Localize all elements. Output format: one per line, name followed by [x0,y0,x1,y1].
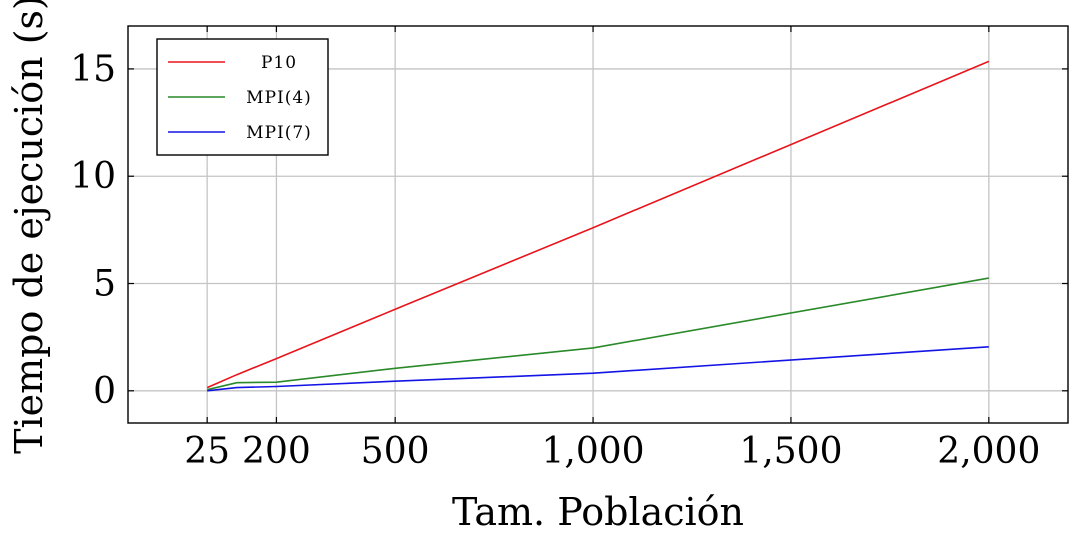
x-tick-label: 25 [184,431,230,472]
x-tick-label: 200 [242,431,311,472]
y-tick-label: 0 [93,371,116,412]
y-tick-label: 5 [93,264,116,305]
x-tick-label: 2,000 [937,431,1040,472]
x-tick-label: 1,000 [542,431,645,472]
y-tick-label: 10 [70,156,116,197]
series-line [206,60,990,389]
x-tick-label: 1,500 [739,431,842,472]
x-tick-label: 500 [361,431,430,472]
x-axis-ticks: 25 200 500 1,000 1,500 2,000 [184,26,1040,472]
y-axis-title: Tiempo de ejecución (s) [7,0,51,454]
series-lines [206,60,990,392]
plot-frame [127,25,1069,424]
x-axis-title: Tam. Población [452,490,744,534]
grid-lines [128,26,1068,423]
legend-label: MPI(7) [246,123,312,143]
series-line [207,277,989,391]
legend: P10 MPI(4) MPI(7) [156,38,329,156]
y-axis-ticks: 0 5 10 15 [70,49,1068,412]
legend-label: MPI(4) [246,88,312,108]
legend-label: P10 [261,53,297,73]
series-line [207,346,989,392]
y-tick-label: 15 [70,49,116,90]
